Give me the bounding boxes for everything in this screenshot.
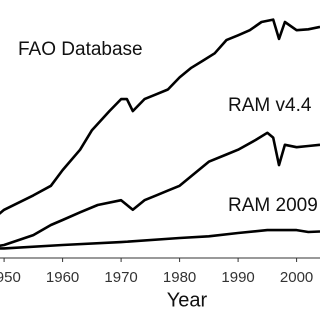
x-axis-title: Year xyxy=(167,289,208,311)
series-annotation: FAO Database xyxy=(18,39,143,60)
x-tick-label: 1950 xyxy=(0,269,21,286)
x-tick-label: 1960 xyxy=(46,269,79,286)
x-tick-label: 1990 xyxy=(221,269,254,286)
series-line xyxy=(0,228,320,250)
x-tick-label: 1980 xyxy=(163,269,196,286)
series-line xyxy=(0,131,320,248)
x-tick-label: 2000 xyxy=(280,269,313,286)
x-tick-label: 1970 xyxy=(104,269,137,286)
series-line xyxy=(0,18,320,215)
series-annotation: RAM v4.4 xyxy=(228,95,312,116)
series-annotation: RAM 2009 xyxy=(228,195,318,216)
